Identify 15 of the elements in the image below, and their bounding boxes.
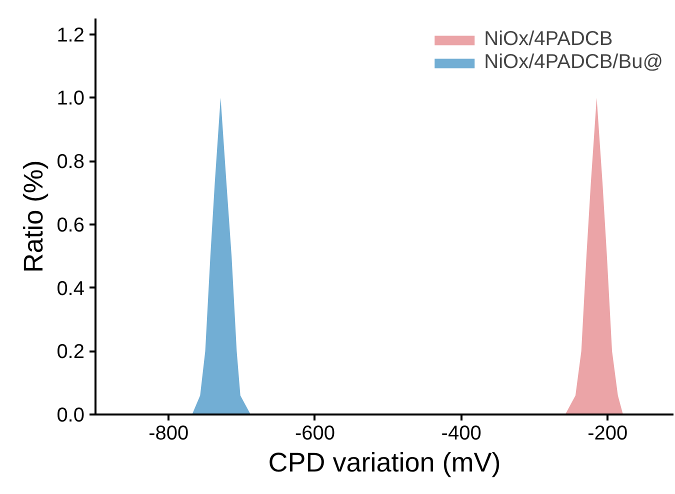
- y-tick-label: 0.0: [56, 404, 85, 426]
- y-tick-label: 1.2: [56, 24, 85, 46]
- x-tick-label: -400: [441, 422, 482, 444]
- x-tick-label: -200: [588, 422, 628, 444]
- x-axis-title: CPD variation (mV): [268, 448, 501, 478]
- legend-label: NiOx/4PADCB: [484, 28, 613, 51]
- y-tick-label: 0.6: [56, 214, 85, 236]
- y-axis-title: Ratio (%): [18, 160, 49, 273]
- y-tick-label: 1.0: [56, 88, 85, 110]
- legend-label: NiOx/4PADCB/Bu@: [484, 51, 663, 74]
- y-tick-label: 0.4: [56, 278, 85, 300]
- y-tick-label: 0.2: [56, 341, 85, 364]
- y-tick-label: 0.8: [56, 151, 85, 174]
- x-tick-label: -600: [294, 422, 336, 444]
- x-tick-label: -800: [148, 422, 189, 444]
